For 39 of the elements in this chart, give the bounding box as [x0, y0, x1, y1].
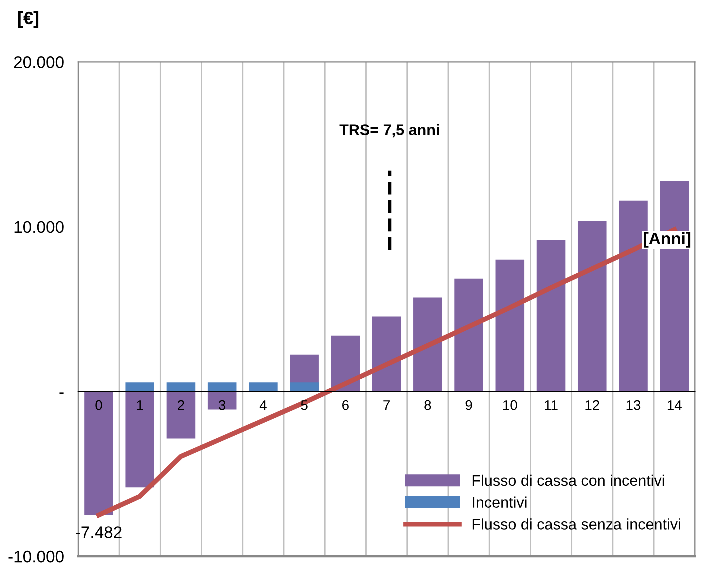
- legend-label: Flusso di cassa con incentivi: [472, 474, 664, 486]
- x-tick-label: 2: [178, 400, 184, 410]
- y-tick-label: -10.000: [8, 550, 64, 563]
- x-tick-label: 1: [137, 400, 144, 410]
- legend-label: Incentivi: [473, 496, 527, 508]
- x-tick-label: 6: [342, 400, 349, 410]
- bar: [126, 382, 154, 392]
- bar: [578, 221, 607, 392]
- bar: [414, 298, 442, 392]
- bar: [454, 278, 484, 392]
- x-tick-label: 11: [545, 400, 558, 410]
- bar: [84, 392, 114, 516]
- y-tick-label: 20.000: [14, 56, 64, 68]
- y-axis-title: [€]: [18, 11, 39, 28]
- y-tick-label: -: [60, 392, 64, 394]
- bar: [166, 382, 196, 392]
- annotation: TRS= 7,5 anni: [340, 124, 440, 138]
- bar: [496, 260, 525, 392]
- x-tick-label: 12: [586, 400, 600, 410]
- bar: [372, 316, 402, 392]
- data-label: -7.482: [76, 526, 122, 538]
- x-tick-label: 14: [668, 400, 682, 410]
- bar: [166, 392, 196, 439]
- x-tick-label: 10: [503, 400, 518, 410]
- x-tick-label: 13: [626, 400, 641, 410]
- bar: [126, 392, 154, 488]
- y-tick-label: 10.000: [14, 221, 64, 234]
- bar: [290, 382, 319, 392]
- legend-label: Flusso di cassa senza incentivi: [472, 518, 680, 530]
- x-tick-label: 7: [384, 400, 390, 410]
- annotation: [Anni]: [644, 232, 691, 248]
- bar: [249, 382, 278, 392]
- x-tick-label: 4: [260, 400, 267, 410]
- bar: [208, 382, 237, 392]
- x-tick-label: 8: [424, 400, 432, 410]
- bar: [536, 240, 566, 392]
- x-tick-label: 0: [96, 400, 102, 410]
- x-tick-label: 9: [466, 400, 472, 410]
- x-tick-label: 3: [219, 400, 226, 410]
